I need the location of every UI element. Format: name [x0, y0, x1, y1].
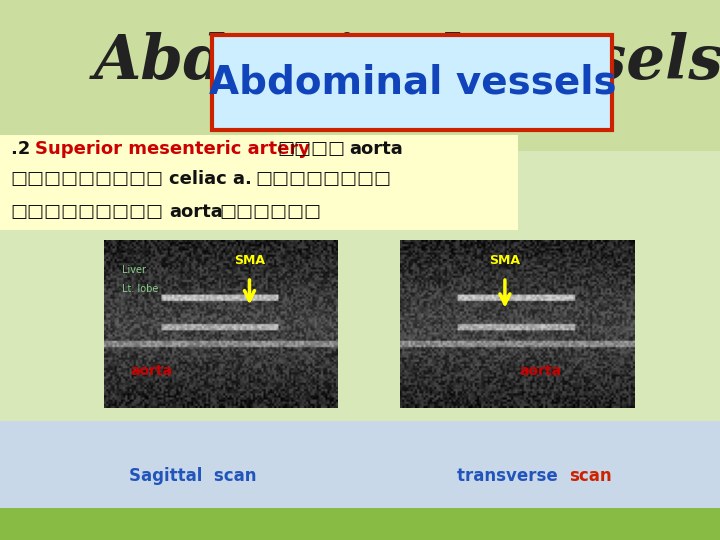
Text: aorta: aorta: [519, 364, 561, 378]
Text: SMA: SMA: [234, 254, 265, 267]
Bar: [0, 151, 720, 540]
Bar: [0, 135, 518, 230]
Text: □□□□□□□□: □□□□□□□□: [256, 170, 392, 188]
Bar: [212, 35, 612, 130]
Text: □□□□□□□□□: □□□□□□□□□: [11, 202, 164, 221]
Text: Superior mesenteric artery: Superior mesenteric artery: [35, 139, 310, 158]
Text: Abdominal vessels: Abdominal vessels: [94, 32, 720, 92]
Text: transverse: transverse: [457, 467, 570, 485]
Text: □□□□: □□□□: [277, 139, 345, 158]
Text: Lt. lobe: Lt. lobe: [122, 284, 159, 294]
Bar: [0, 421, 720, 540]
Bar: [0, 508, 720, 540]
Text: □□□□□□: □□□□□□: [220, 202, 322, 221]
Text: Liver: Liver: [122, 266, 146, 275]
Bar: [0, 0, 720, 151]
Text: Sagittal  scan: Sagittal scan: [129, 467, 257, 485]
Text: aorta: aorta: [130, 364, 172, 378]
Text: □□□□□□□□□: □□□□□□□□□: [11, 170, 164, 188]
Text: .2: .2: [11, 139, 37, 158]
Text: aorta: aorta: [349, 139, 403, 158]
Text: scan: scan: [569, 467, 611, 485]
Text: aorta: aorta: [169, 202, 223, 221]
Text: celiac a.: celiac a.: [169, 170, 252, 188]
Text: SMA: SMA: [490, 254, 521, 267]
Text: Abdominal vessels: Abdominal vessels: [209, 63, 616, 101]
